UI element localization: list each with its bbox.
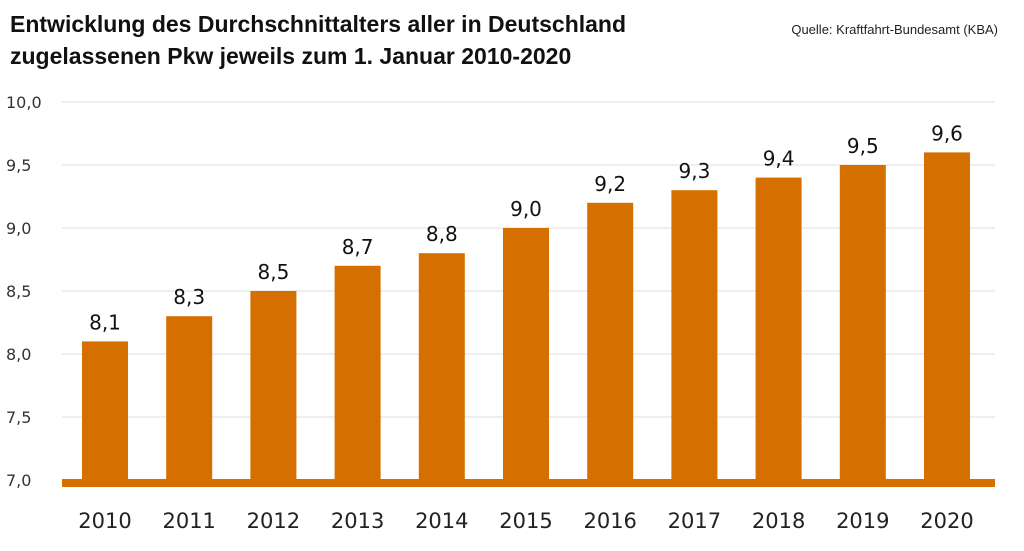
data-label: 8,3 bbox=[173, 285, 205, 309]
x-category-label: 2012 bbox=[247, 509, 300, 533]
x-category-label: 2020 bbox=[920, 509, 973, 533]
x-axis bbox=[62, 479, 995, 487]
data-label: 8,8 bbox=[426, 222, 458, 246]
bar bbox=[924, 152, 970, 480]
data-label: 9,0 bbox=[510, 197, 542, 221]
x-category-label: 2011 bbox=[162, 509, 215, 533]
chart-title-line-2: zugelassenen Pkw jeweils zum 1. Januar 2… bbox=[10, 43, 572, 69]
data-label: 8,5 bbox=[257, 260, 289, 284]
y-tick-label: 9,0 bbox=[6, 219, 31, 238]
data-labels: 8,1 8,3 8,5 8,7 8,8 9,0 9,2 9,3 9,4 9,5 9,6 bbox=[89, 121, 963, 334]
bars bbox=[82, 152, 970, 481]
x-category-label: 2013 bbox=[331, 509, 384, 533]
x-category-label: 2016 bbox=[583, 509, 636, 533]
y-tick-label: 7,5 bbox=[6, 408, 31, 427]
x-axis-category-labels: 2010 2011 2012 2013 2014 2015 2016 2017 2018 2019… bbox=[78, 509, 973, 533]
data-label: 9,5 bbox=[847, 134, 879, 158]
x-category-label: 2014 bbox=[415, 509, 468, 533]
y-tick-label: 9,5 bbox=[6, 156, 31, 175]
chart-title-line-1: Entwicklung des Durchschnittalters aller… bbox=[10, 11, 627, 37]
data-label: 8,1 bbox=[89, 310, 121, 334]
x-category-label: 2010 bbox=[78, 509, 131, 533]
bar bbox=[250, 291, 297, 480]
y-tick-label: 7,0 bbox=[6, 471, 31, 490]
x-category-label: 2017 bbox=[668, 509, 721, 533]
bar bbox=[671, 190, 718, 480]
bar bbox=[587, 202, 634, 481]
x-category-label: 2019 bbox=[836, 509, 889, 533]
x-category-label: 2018 bbox=[752, 509, 805, 533]
bar bbox=[82, 341, 128, 480]
bar bbox=[418, 253, 465, 480]
y-tick-label: 8,0 bbox=[6, 345, 31, 364]
bar bbox=[503, 228, 549, 480]
chart-source: Quelle: Kraftfahrt-Bundesamt (KBA) bbox=[791, 22, 998, 37]
y-tick-label: 10,0 bbox=[6, 93, 42, 112]
x-category-label: 2015 bbox=[499, 509, 552, 533]
data-label: 9,2 bbox=[594, 172, 626, 196]
data-label: 9,4 bbox=[763, 147, 795, 171]
y-axis-tick-labels: 7,0 7,5 8,0 8,5 9,0 9,5 10,0 bbox=[6, 93, 42, 490]
data-label: 8,7 bbox=[342, 235, 374, 259]
chart-title: Entwicklung des Durchschnittalters aller… bbox=[10, 8, 650, 72]
data-label: 9,6 bbox=[931, 121, 963, 145]
bar bbox=[166, 316, 213, 480]
bar bbox=[755, 177, 802, 480]
x-axis-line bbox=[62, 479, 995, 487]
data-label: 9,3 bbox=[678, 159, 710, 183]
bar bbox=[334, 265, 381, 480]
y-tick-label: 8,5 bbox=[6, 282, 31, 301]
bar bbox=[839, 165, 886, 480]
